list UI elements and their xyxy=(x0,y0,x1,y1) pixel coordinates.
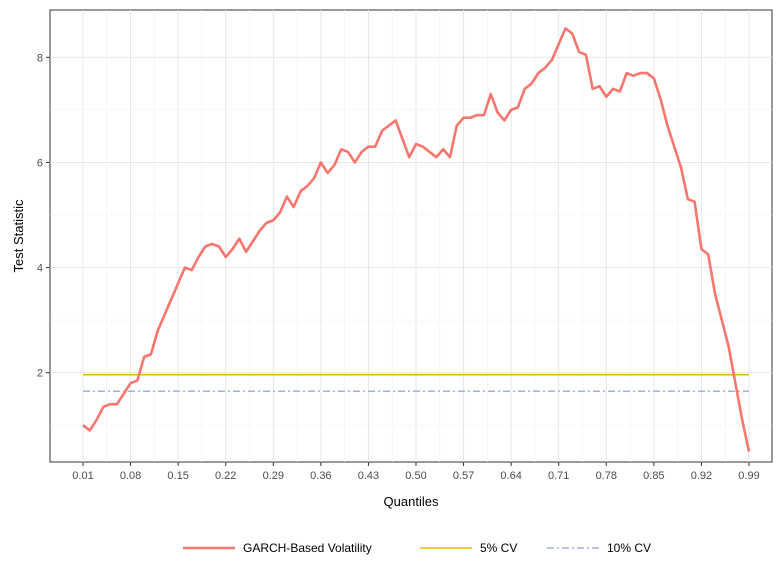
x-tick-label: 0.01 xyxy=(72,470,93,482)
x-tick-label: 0.99 xyxy=(738,470,759,482)
series-layer xyxy=(82,27,751,452)
x-tick-label: 0.43 xyxy=(358,470,379,482)
y-tick-label: 8 xyxy=(37,52,43,64)
x-tick-label: 0.85 xyxy=(643,470,664,482)
legend-label: GARCH-Based Volatility xyxy=(243,541,372,555)
y-tick-label: 6 xyxy=(37,157,43,169)
y-axis-title: Test Statistic xyxy=(11,199,26,272)
x-axis-title: Quantiles xyxy=(384,494,439,509)
x-tick-label: 0.64 xyxy=(500,470,521,482)
y-tick-label: 4 xyxy=(37,263,43,275)
series-line-garch-volatility xyxy=(82,27,751,452)
minor-grid xyxy=(50,10,772,462)
x-tick-label: 0.36 xyxy=(310,470,331,482)
y-axis-ticks: 2 4 6 8 xyxy=(37,52,50,380)
y-tick-label: 2 xyxy=(37,368,43,380)
x-tick-label: 0.15 xyxy=(167,470,188,482)
x-tick-label: 0.29 xyxy=(263,470,284,482)
x-tick-label: 0.78 xyxy=(596,470,617,482)
legend-label: 5% CV xyxy=(480,541,517,555)
x-tick-label: 0.08 xyxy=(120,470,141,482)
legend-label: 10% CV xyxy=(607,541,651,555)
x-tick-label: 0.57 xyxy=(453,470,474,482)
x-tick-label: 0.50 xyxy=(405,470,426,482)
legend: GARCH-Based Volatility 5% CV 10% CV xyxy=(183,541,651,555)
major-grid xyxy=(50,10,772,462)
x-tick-label: 0.92 xyxy=(691,470,712,482)
x-tick-label: 0.22 xyxy=(215,470,236,482)
x-tick-label: 0.71 xyxy=(548,470,569,482)
x-axis-ticks: 0.01 0.08 0.15 0.22 0.29 0.36 0.43 0.50 0.57 0.64… xyxy=(72,462,760,482)
plot-panel xyxy=(49,9,773,463)
